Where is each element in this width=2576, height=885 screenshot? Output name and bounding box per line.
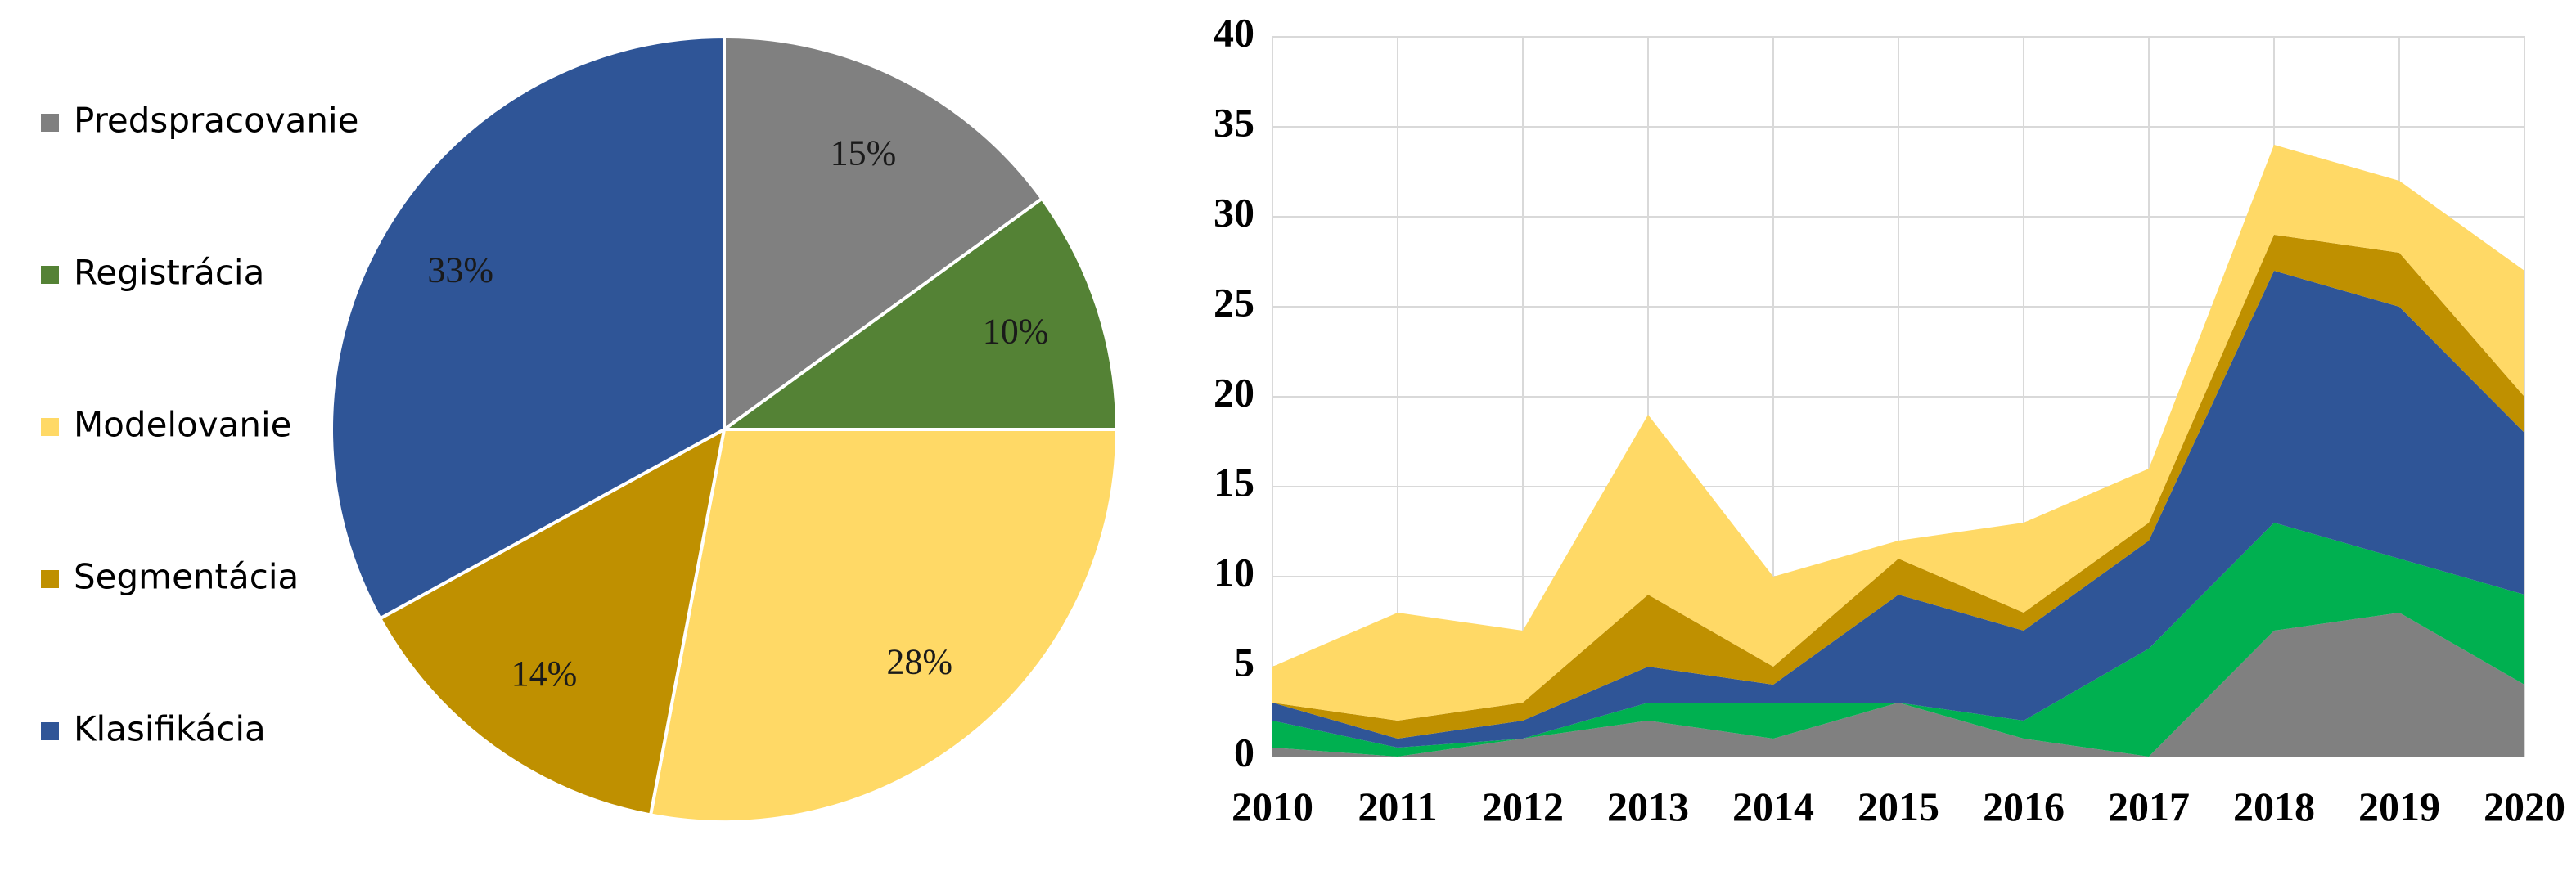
legend-swatch-segmentacia: [41, 570, 59, 588]
x-tick-label: 2015: [1858, 784, 1939, 829]
pie-slice-registracia: [718, 196, 1119, 431]
area-series-4: [1272, 235, 2524, 739]
area-series-1: [1272, 613, 2524, 757]
pie-data-label-modelovanie: 28%: [886, 642, 952, 682]
x-tick-label: 2016: [1983, 784, 2065, 829]
x-tick-label: 2017: [2108, 784, 2190, 829]
area-series-5: [1272, 145, 2524, 721]
legend-label-klasifikacia: Klasifikácia: [74, 709, 266, 749]
y-tick-label: 25: [1214, 279, 1254, 325]
x-tick-label: 2010: [1232, 784, 1313, 829]
legend-item-segmentacia: Segmentácia: [41, 557, 299, 597]
y-tick-label: 30: [1214, 189, 1254, 235]
y-tick-label: 35: [1214, 99, 1254, 145]
pie-slice-predspracovanie: [723, 34, 1045, 433]
pie-slice-klasifikacia: [330, 34, 726, 621]
legend-swatch-predspracovanie: [41, 114, 59, 132]
x-tick-label: 2012: [1482, 784, 1564, 829]
legend-label-registracia: Registrácia: [74, 253, 264, 293]
x-tick-label: 2011: [1358, 784, 1437, 829]
y-tick-label: 40: [1214, 9, 1254, 55]
area-series-3: [1272, 271, 2524, 748]
x-tick-label: 2020: [2484, 784, 2565, 829]
pie-slice-modelovanie: [648, 428, 1119, 824]
legend-label-predspracovanie: Predspracovanie: [74, 101, 359, 141]
y-tick-label: 15: [1214, 459, 1254, 505]
pie-legend: Predspracovanie Registrácia Modelovanie Seg…: [41, 101, 359, 749]
legend-label-modelovanie: Modelovanie: [74, 405, 292, 445]
pie-data-label-predspracovanie: 15%: [831, 133, 897, 173]
pie-slice-segmentacia: [377, 426, 727, 817]
area-chart: 0 5 10 15 20 25 30 35 40 2010 2011 2012 2013 2014 2015…: [1214, 9, 2565, 829]
x-tick-label: 2018: [2233, 784, 2315, 829]
x-tick-label: 2013: [1607, 784, 1689, 829]
y-tick-label: 20: [1214, 369, 1254, 415]
legend-swatch-klasifikacia: [41, 722, 59, 740]
axis-ticks: 0 5 10 15 20 25 30 35 40 2010 2011 2012 2013 2014 2015…: [1214, 9, 2565, 829]
x-tick-label: 2019: [2358, 784, 2440, 829]
legend-item-predspracovanie: Predspracovanie: [41, 101, 359, 141]
x-tick-label: 2014: [1732, 784, 1814, 829]
pie-data-label-klasifikacia: 33%: [427, 249, 493, 290]
legend-swatch-registracia: [41, 266, 59, 284]
legend-item-modelovanie: Modelovanie: [41, 405, 292, 445]
legend-item-klasifikacia: Klasifikácia: [41, 709, 266, 749]
legend-item-registracia: Registrácia: [41, 253, 264, 293]
y-tick-label: 0: [1234, 729, 1254, 775]
y-tick-label: 5: [1234, 639, 1254, 685]
legend-label-segmentacia: Segmentácia: [74, 557, 299, 597]
pie-data-label-registracia: 10%: [983, 311, 1049, 351]
legend-swatch-modelovanie: [41, 418, 59, 436]
pie-data-label-segmentacia: 14%: [511, 654, 578, 694]
y-tick-label: 10: [1214, 549, 1254, 595]
pie-chart: 15% 10% 28% 14% 33%: [330, 34, 1119, 824]
